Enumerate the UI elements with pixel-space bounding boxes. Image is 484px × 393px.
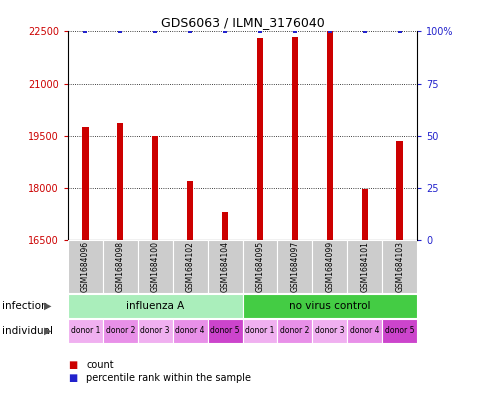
Bar: [103, 319, 137, 343]
Bar: [381, 319, 416, 343]
Bar: [187, 181, 193, 393]
Bar: [68, 240, 103, 293]
Bar: [347, 240, 381, 293]
Text: ■: ■: [68, 373, 77, 384]
Text: GSM1684100: GSM1684100: [151, 241, 159, 292]
Text: ■: ■: [68, 360, 77, 370]
Bar: [172, 319, 207, 343]
Title: GDS6063 / ILMN_3176040: GDS6063 / ILMN_3176040: [160, 16, 324, 29]
Text: no virus control: no virus control: [288, 301, 370, 311]
Bar: [381, 240, 416, 293]
Bar: [291, 37, 297, 393]
Text: donor 2: donor 2: [280, 327, 309, 335]
Bar: [361, 189, 367, 393]
Text: donor 4: donor 4: [175, 327, 204, 335]
Bar: [207, 240, 242, 293]
Bar: [257, 39, 262, 393]
Bar: [396, 141, 402, 393]
Bar: [103, 240, 137, 293]
Bar: [207, 319, 242, 343]
Bar: [137, 319, 172, 343]
Text: donor 2: donor 2: [106, 327, 135, 335]
Bar: [68, 319, 103, 343]
Text: influenza A: influenza A: [126, 301, 184, 311]
Bar: [277, 319, 312, 343]
Bar: [242, 240, 277, 293]
Text: donor 1: donor 1: [71, 327, 100, 335]
Bar: [172, 240, 207, 293]
Text: individual: individual: [2, 326, 53, 336]
Text: donor 1: donor 1: [245, 327, 274, 335]
Bar: [242, 294, 416, 318]
Text: GSM1684095: GSM1684095: [255, 241, 264, 292]
Text: GSM1684098: GSM1684098: [116, 241, 124, 292]
Text: GSM1684104: GSM1684104: [220, 241, 229, 292]
Bar: [82, 127, 88, 393]
Text: GSM1684103: GSM1684103: [394, 241, 403, 292]
Text: GSM1684097: GSM1684097: [290, 241, 299, 292]
Bar: [326, 31, 332, 393]
Bar: [222, 212, 227, 393]
Bar: [347, 319, 381, 343]
Text: donor 3: donor 3: [140, 327, 169, 335]
Text: percentile rank within the sample: percentile rank within the sample: [86, 373, 251, 384]
Bar: [277, 240, 312, 293]
Text: count: count: [86, 360, 114, 370]
Text: GSM1684099: GSM1684099: [325, 241, 333, 292]
Bar: [312, 319, 347, 343]
Bar: [242, 319, 277, 343]
Text: infection: infection: [2, 301, 48, 311]
Text: donor 5: donor 5: [384, 327, 413, 335]
Text: GSM1684096: GSM1684096: [81, 241, 90, 292]
Bar: [312, 240, 347, 293]
Text: GSM1684101: GSM1684101: [360, 241, 368, 292]
Text: ▶: ▶: [44, 301, 51, 311]
Bar: [137, 240, 172, 293]
Bar: [152, 136, 158, 393]
Text: donor 4: donor 4: [349, 327, 378, 335]
Text: donor 5: donor 5: [210, 327, 239, 335]
Bar: [117, 123, 123, 393]
Bar: [68, 294, 242, 318]
Text: GSM1684102: GSM1684102: [185, 241, 194, 292]
Text: ▶: ▶: [44, 326, 51, 336]
Text: donor 3: donor 3: [315, 327, 344, 335]
